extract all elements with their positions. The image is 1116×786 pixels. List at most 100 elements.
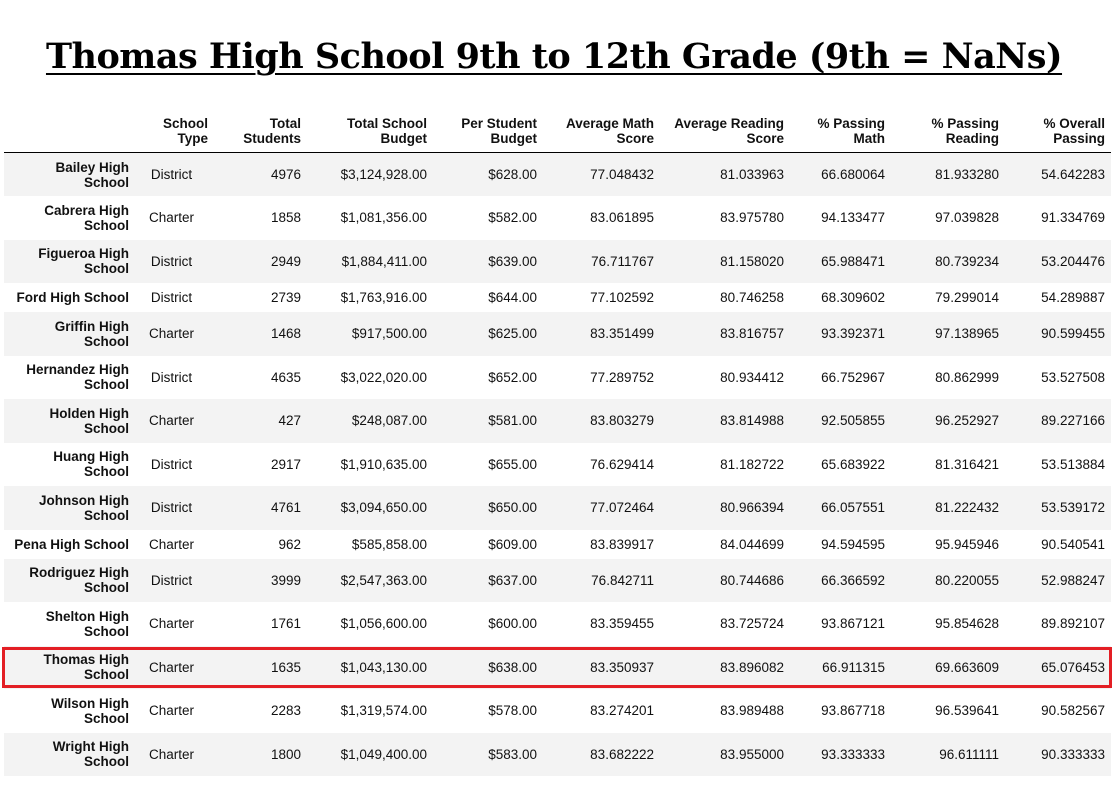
per-student-budget-cell: $644.00 — [488, 290, 537, 305]
pass-reading-cell: 80.220055 — [935, 572, 999, 588]
total-students-cell: 1800 — [270, 746, 301, 762]
per-student-budget-cell: $582.00 — [488, 210, 537, 226]
pass-reading-cell: 81.222432 — [935, 500, 999, 516]
avg-reading-cell: 83.989488 — [720, 703, 784, 719]
pass-math-cell: 92.505855 — [821, 413, 885, 429]
column-header: % Passing Reading — [891, 114, 1005, 153]
column-header-line: Total — [269, 116, 301, 131]
column-header-line: Students — [243, 131, 301, 146]
pass-math-cell: 66.911315 — [822, 659, 885, 675]
school-name-line: School — [83, 174, 129, 190]
per-student-budget-cell: $639.00 — [488, 253, 537, 269]
table-body: Bailey High School District 4976 $3,124,928.… — [4, 152, 1111, 777]
total-budget-cell: $3,022,020.00 — [340, 369, 427, 385]
overall-passing-cell: 90.540541 — [1041, 536, 1105, 552]
school-name-cell: Hernandez High School — [4, 356, 133, 400]
pass-reading-cell: 95.945946 — [935, 536, 999, 552]
school-name-line: School — [83, 377, 129, 393]
column-header-line: % Overall — [1043, 116, 1105, 131]
column-header-line: Average Math — [565, 116, 654, 131]
school-name-line: Rodriguez High — [29, 565, 129, 581]
per-student-budget-cell: $600.00 — [488, 616, 537, 632]
school-name-line: Johnson High — [39, 492, 129, 508]
school-name-line: School — [83, 464, 129, 480]
avg-reading-cell: 83.955000 — [720, 746, 784, 762]
pass-reading-cell: 95.854628 — [935, 616, 999, 632]
total-budget-cell: $2,547,363.00 — [340, 572, 427, 588]
table-row: Griffin High School Charter 1468 $917,500.00… — [4, 312, 1111, 356]
school-name-line: School — [83, 261, 129, 277]
avg-math-cell: 76.842711 — [591, 572, 654, 588]
per-student-budget-cell: $637.00 — [488, 572, 537, 588]
total-students-cell: 2283 — [270, 703, 301, 719]
column-header-line: Score — [616, 131, 654, 146]
overall-passing-cell: 54.642283 — [1041, 167, 1105, 182]
school-type-cell: Charter — [148, 703, 194, 719]
table-row: Pena High School Charter 962 $585,858.00 $60… — [4, 530, 1111, 559]
school-name-line: School — [83, 507, 129, 523]
column-header-line: Budget — [380, 131, 428, 146]
avg-reading-cell: 84.044699 — [720, 536, 784, 552]
school-type-cell: District — [150, 369, 193, 385]
overall-passing-cell: 89.892107 — [1041, 616, 1105, 632]
pass-reading-cell: 69.663609 — [935, 659, 999, 675]
school-name-cell: Pena High School — [4, 530, 133, 559]
pass-reading-cell: 96.252927 — [935, 413, 999, 429]
overall-passing-cell: 53.539172 — [1041, 500, 1105, 516]
school-name-cell: Cabrera High School — [4, 196, 133, 240]
table-row: Figueroa High School District 2949 $1,884,41… — [4, 239, 1111, 283]
pass-reading-cell: 96.611111 — [939, 746, 999, 762]
school-type-cell: District — [150, 290, 193, 305]
school-name-cell: Wright High School — [4, 733, 133, 777]
pass-reading-cell: 97.138965 — [935, 326, 999, 342]
avg-reading-cell: 80.966394 — [720, 500, 784, 516]
per-student-budget-cell: $655.00 — [488, 456, 537, 472]
avg-math-cell: 83.351499 — [590, 326, 654, 342]
pass-math-cell: 93.867121 — [821, 616, 885, 632]
pass-math-cell: 94.594595 — [821, 536, 885, 552]
school-name-line: Cabrera High — [44, 202, 129, 218]
column-header: Total School Budget — [307, 114, 433, 153]
school-name-line: Huang High — [53, 449, 129, 465]
school-name-line: Hernandez High — [26, 362, 129, 378]
table-row: Cabrera High School Charter 1858 $1,081,356.… — [4, 196, 1111, 240]
overall-passing-cell: 53.513884 — [1041, 456, 1105, 472]
school-name-line: Ford High School — [16, 290, 130, 305]
total-budget-cell: $1,319,574.00 — [340, 703, 427, 719]
total-students-cell: 4635 — [270, 369, 301, 385]
total-budget-cell: $917,500.00 — [351, 326, 427, 342]
table-row: Holden High School Charter 427 $248,087.00 $5… — [4, 399, 1111, 443]
school-name-cell: Shelton High School — [4, 602, 133, 646]
avg-reading-cell: 83.896082 — [720, 659, 784, 675]
school-name-line: Shelton High — [45, 608, 129, 624]
pass-math-cell: 93.392371 — [821, 326, 885, 342]
school-name-cell: Johnson High School — [4, 486, 133, 530]
table-row: Rodriguez High School District 3999 $2,547,3… — [4, 558, 1111, 602]
school-name-cell: Ford High School — [4, 283, 133, 312]
avg-math-cell: 77.289752 — [590, 369, 654, 385]
school-type-cell: Charter — [148, 536, 194, 552]
avg-math-cell: 83.061895 — [590, 210, 654, 226]
column-header-line: Reading — [945, 131, 999, 146]
avg-math-cell: 76.711767 — [591, 253, 654, 269]
avg-math-cell: 77.102592 — [590, 290, 654, 305]
avg-math-cell: 83.350937 — [590, 659, 654, 675]
total-budget-cell: $1,081,356.00 — [340, 210, 427, 226]
avg-math-cell: 77.048432 — [590, 167, 654, 182]
school-name-line: School — [83, 754, 129, 770]
avg-reading-cell: 80.746258 — [720, 290, 784, 305]
column-header-line: Score — [746, 131, 784, 146]
school-name-line: Holden High — [49, 405, 130, 421]
header-row: School Type Total Students Total School Budge… — [4, 114, 1111, 153]
overall-passing-cell: 89.227166 — [1041, 413, 1105, 429]
total-students-cell: 427 — [278, 413, 301, 429]
pass-reading-cell: 80.739234 — [935, 253, 999, 269]
per-student-budget-cell: $652.00 — [488, 369, 537, 385]
overall-passing-cell: 65.076453 — [1041, 659, 1105, 675]
total-budget-cell: $585,858.00 — [351, 536, 427, 552]
school-name-line: School — [83, 333, 129, 349]
table-row: Ford High School District 2739 $1,763,916.0… — [4, 283, 1111, 312]
total-students-cell: 2949 — [270, 253, 301, 269]
index-header — [4, 114, 133, 153]
total-budget-cell: $3,124,928.00 — [340, 167, 427, 182]
